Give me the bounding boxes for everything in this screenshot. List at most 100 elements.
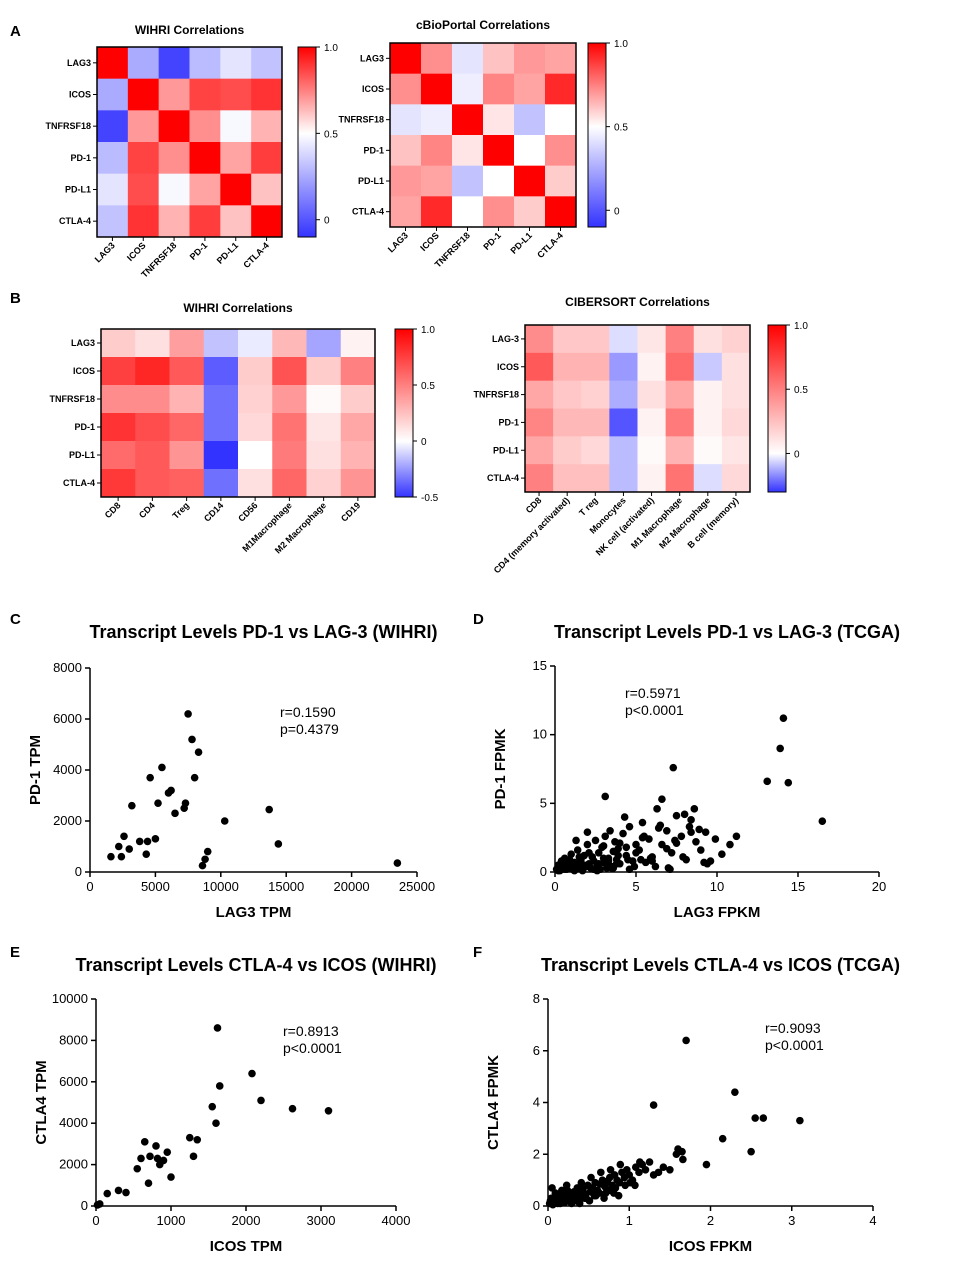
heatmap-cell xyxy=(220,205,252,238)
heatmap-cell xyxy=(203,385,239,414)
y-tick-label: 2 xyxy=(533,1146,540,1161)
data-point xyxy=(212,1119,220,1127)
heatmap-cell xyxy=(203,413,239,442)
heatmap-cell xyxy=(203,357,239,386)
colorbar-tick-label: 0.5 xyxy=(794,385,808,396)
col-label: CD8 xyxy=(524,495,544,515)
data-point xyxy=(577,1178,586,1187)
data-point xyxy=(732,832,741,841)
data-point xyxy=(658,795,666,804)
heatmap-cell xyxy=(545,196,577,228)
heatmap-cell xyxy=(553,436,582,465)
data-point xyxy=(625,822,634,831)
heatmap-cell xyxy=(306,329,342,358)
heatmap-cell xyxy=(545,165,577,197)
data-point xyxy=(117,852,126,861)
row-label: CTLA-4 xyxy=(487,473,519,483)
data-point xyxy=(215,1082,224,1090)
heatmap-cell xyxy=(390,43,422,75)
heatmap-cell xyxy=(306,441,342,470)
data-point xyxy=(614,851,622,860)
heatmap-cell xyxy=(483,196,515,228)
data-point xyxy=(114,842,123,851)
data-point xyxy=(562,1181,571,1190)
heatmap-cell xyxy=(581,464,610,493)
col-label: CD4 xyxy=(137,500,157,520)
col-label: CD8 xyxy=(103,500,123,520)
data-point xyxy=(265,805,273,814)
heatmap-cell xyxy=(158,205,190,238)
data-point xyxy=(599,854,608,863)
heatmap-cell xyxy=(693,352,723,382)
data-point xyxy=(600,1194,608,1203)
data-point xyxy=(185,1133,194,1142)
data-point xyxy=(615,1178,624,1187)
heatmap-cell xyxy=(390,104,422,136)
heatmap-cell xyxy=(158,110,190,143)
data-point xyxy=(288,1104,297,1113)
stats-annotation: p=0.4379 xyxy=(280,721,339,737)
data-point xyxy=(220,817,229,825)
scatter-title: Transcript Levels PD-1 vs LAG-3 (TCGA) xyxy=(554,622,900,642)
data-point xyxy=(638,818,647,827)
data-point xyxy=(796,1116,804,1125)
col-label: ICOS xyxy=(125,240,148,263)
data-point xyxy=(662,844,671,853)
data-point xyxy=(606,827,614,835)
heatmap-cell xyxy=(545,104,577,136)
heatmap-cell xyxy=(101,469,136,498)
heatmap-cell xyxy=(158,47,190,80)
heatmap-cell xyxy=(189,173,221,206)
heatmap-cell xyxy=(581,325,610,354)
data-point xyxy=(583,828,592,836)
heatmap-cell xyxy=(637,325,667,354)
col-label: CD19 xyxy=(339,500,362,523)
data-point xyxy=(193,1135,202,1144)
heatmap-cell xyxy=(525,352,554,382)
data-point xyxy=(114,1186,123,1195)
heatmap-cell xyxy=(101,385,136,414)
data-point xyxy=(107,852,115,861)
heatmap-cell xyxy=(251,47,283,80)
heatmap-title: CIBERSORT Correlations xyxy=(565,295,710,309)
heatmap-wihri-b: WIHRI Correlations LAG3 ICOS TNFRSF18 PD-1 PD… xyxy=(49,301,438,556)
heatmap-cell xyxy=(101,329,136,358)
colorbar-tick-label: 1.0 xyxy=(421,325,435,336)
data-point xyxy=(575,1199,584,1208)
heatmap-cell xyxy=(238,469,273,498)
data-point xyxy=(759,1114,768,1122)
heatmap-cell xyxy=(390,196,422,228)
panel-letter-a: A xyxy=(10,23,21,40)
heatmap-cell xyxy=(203,469,239,498)
heatmap-cell xyxy=(340,441,376,470)
heatmap-cell xyxy=(220,110,252,143)
data-point xyxy=(585,1197,594,1205)
heatmap-cell xyxy=(272,385,307,414)
y-tick-label: 5 xyxy=(540,795,547,810)
data-point xyxy=(159,1156,168,1165)
data-point xyxy=(143,837,152,846)
heatmap-cell xyxy=(189,142,221,175)
heatmap-cell xyxy=(97,110,129,143)
data-point xyxy=(632,840,640,849)
x-tick-label: 2000 xyxy=(232,1213,261,1228)
scatter-ctla4-icos-wihri: Transcript Levels CTLA-4 vs ICOS (WIHRI)… xyxy=(33,955,437,1255)
heatmap-cell xyxy=(665,464,695,493)
scatter-title: Transcript Levels CTLA-4 vs ICOS (WIHRI) xyxy=(75,955,436,975)
heatmap-cell xyxy=(306,385,342,414)
heatmap-cell xyxy=(514,165,546,197)
data-point xyxy=(593,866,601,875)
y-tick-label: 2000 xyxy=(59,1157,88,1172)
heatmap-cell xyxy=(169,413,205,442)
data-point xyxy=(619,829,627,838)
data-point xyxy=(687,816,695,824)
data-point xyxy=(190,773,199,782)
colorbar-tick-label: 1.0 xyxy=(324,43,338,54)
row-label: ICOS xyxy=(73,366,95,376)
heatmap-cell xyxy=(251,205,283,238)
heatmap-cell xyxy=(272,441,307,470)
data-point xyxy=(654,1168,663,1177)
heatmap-cell xyxy=(97,205,129,238)
colorbar-tick-label: -0.5 xyxy=(421,493,439,504)
data-point xyxy=(731,1088,739,1096)
